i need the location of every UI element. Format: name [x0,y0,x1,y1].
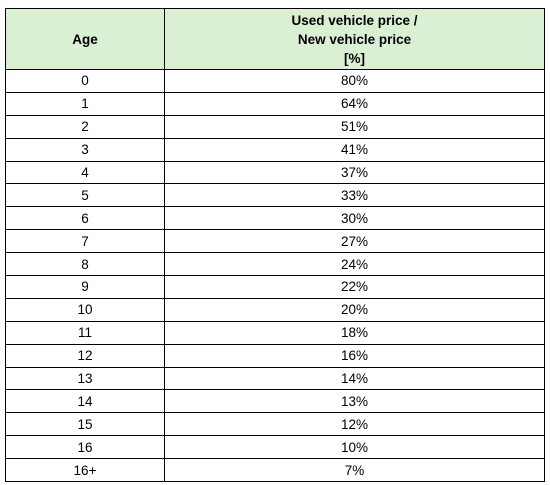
price-ratio-cell: 18% [164,320,545,345]
age-cell: 16+ [5,458,165,483]
header-price-line-2: New vehicle price [297,31,412,47]
header-row: Age Used vehicle price / New vehicle pri… [5,8,545,70]
age-cell: 0 [5,69,165,93]
age-cell: 4 [5,160,165,185]
price-ratio-cell: 37% [164,160,545,185]
price-ratio-cell: 30% [164,206,545,231]
age-cell: 2 [5,114,165,139]
table-row: 6 30% [5,206,545,231]
table-row: 1 64% [5,91,545,116]
age-cell: 9 [5,275,165,299]
table-row: 10 20% [5,297,545,322]
price-ratio-cell: 64% [164,91,545,116]
price-ratio-table: Age Used vehicle price / New vehicle pri… [5,8,545,483]
price-ratio-table-container: Age Used vehicle price / New vehicle pri… [5,8,545,483]
price-ratio-cell: 16% [164,343,545,368]
table-row: 12 16% [5,343,545,368]
header-price-line-1: Used vehicle price / [291,12,418,28]
price-ratio-cell: 27% [164,229,545,254]
age-cell: 7 [5,229,165,254]
age-cell: 13 [5,366,165,391]
price-ratio-cell: 22% [164,275,545,299]
table-row: 5 33% [5,183,545,208]
price-ratio-cell: 12% [164,412,545,437]
table-row: 16 10% [5,435,545,460]
age-cell: 12 [5,343,165,368]
table-row: 7 27% [5,229,545,254]
table-row: 9 22% [5,275,545,299]
table-row: 4 37% [5,160,545,185]
price-ratio-cell: 33% [164,183,545,208]
age-cell: 3 [5,137,165,162]
table-header: Age Used vehicle price / New vehicle pri… [5,8,545,70]
table-row: 3 41% [5,137,545,162]
age-cell: 6 [5,206,165,231]
price-ratio-cell: 13% [164,389,545,414]
price-ratio-cell: 80% [164,69,545,93]
price-ratio-cell: 41% [164,137,545,162]
table-row: 11 18% [5,320,545,345]
header-age: Age [5,8,165,70]
age-cell: 15 [5,412,165,437]
price-ratio-cell: 24% [164,252,545,277]
table-row: 16+ 7% [5,458,545,483]
price-ratio-cell: 20% [164,297,545,322]
table-row: 0 80% [5,69,545,93]
table-row: 13 14% [5,366,545,391]
age-cell: 11 [5,320,165,345]
age-cell: 10 [5,297,165,322]
age-cell: 5 [5,183,165,208]
table-row: 14 13% [5,389,545,414]
header-price-ratio: Used vehicle price / New vehicle price [… [164,8,545,70]
price-ratio-cell: 10% [164,435,545,460]
table-body: 0 80% 1 64% 2 51% 3 41% 4 37% 5 33% 6 30% 7 27% 8 24% 9 22%… [5,69,545,483]
age-cell: 16 [5,435,165,460]
table-row: 2 51% [5,114,545,139]
header-price-line-3: [%] [344,50,365,66]
age-cell: 8 [5,252,165,277]
price-ratio-cell: 14% [164,366,545,391]
age-cell: 14 [5,389,165,414]
table-row: 8 24% [5,252,545,277]
price-ratio-cell: 51% [164,114,545,139]
table-row: 15 12% [5,412,545,437]
age-cell: 1 [5,91,165,116]
price-ratio-cell: 7% [164,458,545,483]
